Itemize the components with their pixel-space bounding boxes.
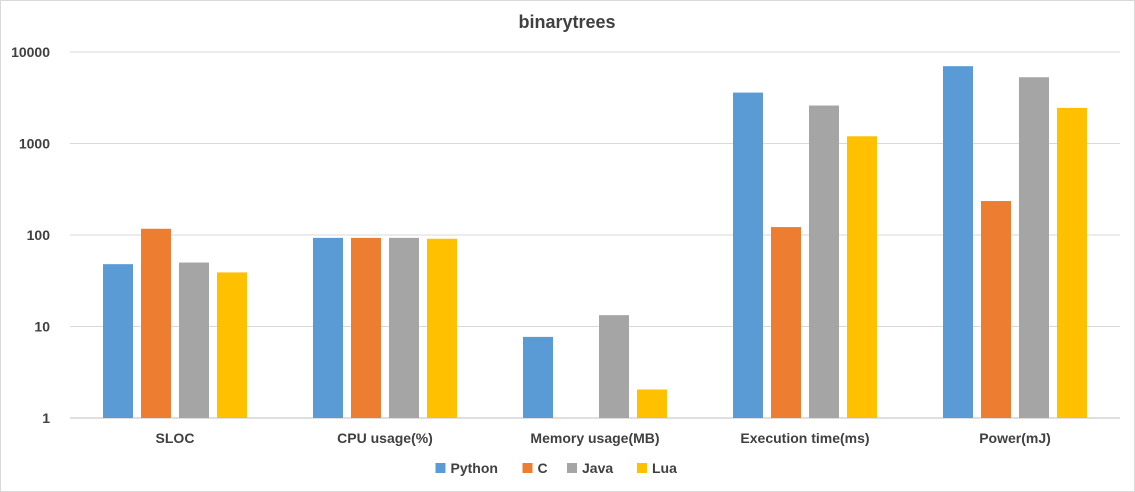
legend-swatch-python	[435, 463, 446, 473]
legend-label-java: Java	[582, 460, 613, 476]
bar-java-2	[599, 315, 629, 418]
bar-python-1	[313, 237, 343, 418]
x-category-label: Memory usage(MB)	[530, 430, 659, 446]
legend-label-c: C	[538, 460, 548, 476]
legend-swatch-lua	[637, 463, 647, 473]
bar-lua-0	[217, 272, 247, 418]
bar-java-4	[1019, 77, 1049, 418]
bars	[103, 66, 1087, 419]
bar-python-2	[523, 336, 553, 418]
x-category-label: CPU usage(%)	[337, 430, 433, 446]
x-category-label: SLOC	[156, 430, 195, 446]
legend-swatch-java	[567, 463, 577, 473]
legend: Python C Java Lua	[435, 460, 677, 476]
y-axis-ticks: 1 10 100 1000 10000	[11, 44, 50, 426]
x-category-label: Execution time(ms)	[740, 430, 869, 446]
bar-c-4	[981, 201, 1011, 418]
bar-java-1	[389, 237, 419, 418]
bar-lua-1	[427, 238, 457, 418]
bar-lua-4	[1057, 107, 1087, 419]
bar-lua-2	[637, 389, 667, 418]
bar-c-0	[141, 228, 171, 418]
y-tick-label: 10	[34, 319, 50, 335]
x-category-label: Power(mJ)	[979, 430, 1051, 446]
bar-lua-3	[847, 136, 877, 418]
legend-label-python: Python	[451, 460, 498, 476]
bar-python-3	[733, 92, 763, 418]
y-tick-label: 1	[42, 410, 50, 426]
bar-c-1	[351, 237, 381, 418]
legend-swatch-c	[522, 463, 533, 473]
bar-c-3	[771, 227, 801, 418]
y-tick-label: 10000	[11, 44, 50, 60]
y-tick-label: 1000	[19, 136, 50, 152]
bar-python-4	[943, 66, 973, 419]
chart-title: binarytrees	[518, 12, 615, 32]
category-labels: SLOC CPU usage(%) Memory usage(MB) Executio…	[156, 430, 1051, 446]
bar-java-0	[179, 262, 209, 418]
legend-label-lua: Lua	[652, 460, 677, 476]
bar-java-3	[809, 105, 839, 418]
y-tick-label: 100	[27, 227, 51, 243]
bar-python-0	[103, 264, 133, 418]
